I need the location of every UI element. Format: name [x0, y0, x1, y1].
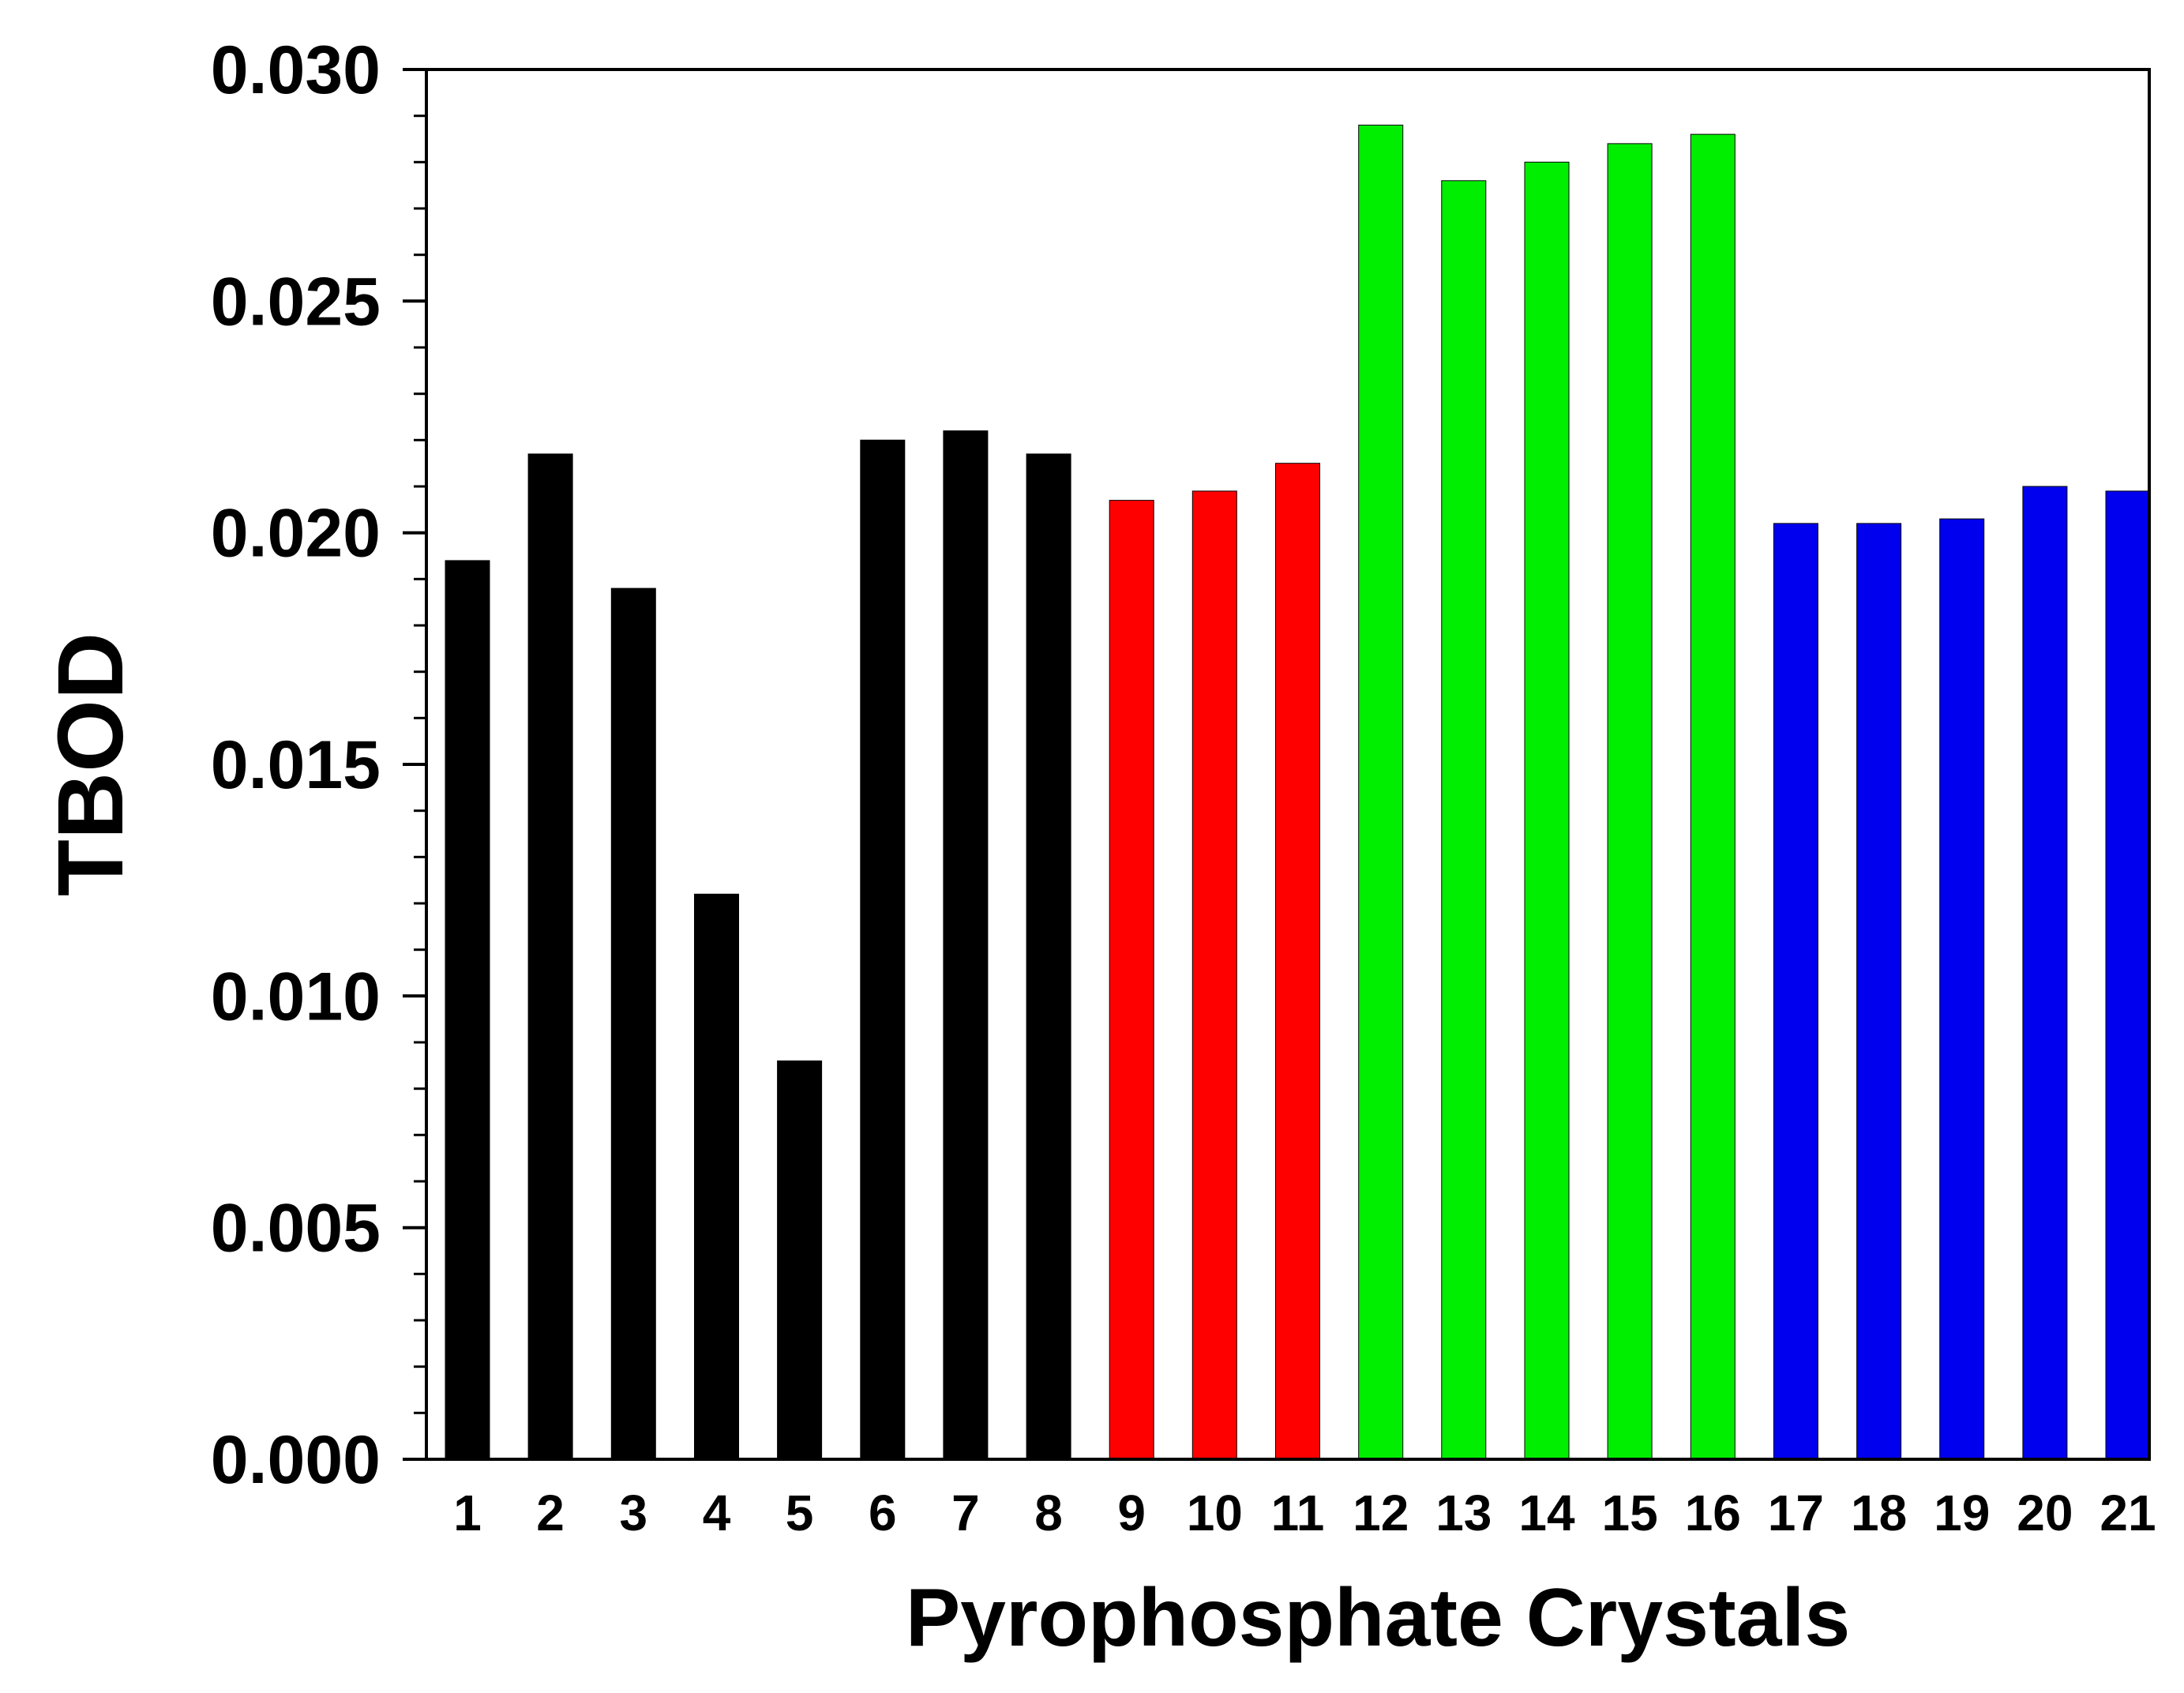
bar-21: [2105, 490, 2151, 1460]
bar-17: [1773, 523, 1818, 1460]
x-tick-label: 20: [2017, 1485, 2073, 1541]
x-tick-label: 2: [536, 1485, 565, 1541]
y-axis-ticks: 0.000 0.005 0.010 0.015 0.020 0.025 0.030: [211, 32, 426, 1498]
x-tick-label: 1: [453, 1485, 482, 1541]
x-tick-label: 4: [703, 1485, 731, 1541]
bar-3: [610, 587, 656, 1460]
bar-15: [1607, 143, 1653, 1460]
bar-1: [445, 560, 490, 1460]
y-tick-label: 0.030: [211, 32, 381, 108]
y-tick-label: 0.015: [211, 727, 381, 803]
x-tick-label: 21: [2100, 1485, 2156, 1541]
x-tick-label: 19: [1934, 1485, 1990, 1541]
bar-4: [694, 893, 739, 1460]
x-tick-label: 12: [1353, 1485, 1409, 1541]
y-axis-title: TBOD: [39, 633, 143, 896]
bar-10: [1191, 490, 1237, 1460]
x-tick-label: 11: [1271, 1485, 1325, 1541]
bar-11: [1275, 463, 1320, 1460]
bar-20: [2022, 486, 2068, 1460]
bar-13: [1441, 180, 1487, 1460]
x-tick-label: 7: [951, 1485, 980, 1541]
plot-frame: [425, 68, 2151, 1461]
bar-12: [1358, 124, 1404, 1460]
y-tick-label: 0.010: [211, 959, 381, 1034]
x-tick-label: 18: [1851, 1485, 1907, 1541]
bar-2: [527, 453, 573, 1460]
x-tick-label: 13: [1435, 1485, 1492, 1541]
x-tick-label: 15: [1602, 1485, 1658, 1541]
bar-7: [943, 430, 989, 1460]
x-tick-label: 5: [786, 1485, 814, 1541]
y-tick-label: 0.025: [211, 264, 381, 340]
x-tick-label: 14: [1518, 1485, 1575, 1541]
x-tick-label: 9: [1117, 1485, 1146, 1541]
bar-19: [1939, 518, 1985, 1460]
bar-8: [1026, 453, 1071, 1460]
x-tick-label: 17: [1768, 1485, 1824, 1541]
x-tick-label: 3: [620, 1485, 648, 1541]
bar-14: [1524, 161, 1570, 1460]
bar-6: [860, 439, 906, 1460]
x-axis-title: Pyrophosphate Crystals: [906, 1572, 1850, 1664]
x-axis-ticks: 1 2 3 4 5 6 7 8 9 10 11 12 13 14 15 16 17 18 19 20 21: [453, 1485, 2156, 1541]
x-tick-label: 16: [1685, 1485, 1741, 1541]
bar-16: [1690, 133, 1736, 1460]
y-tick-label: 0.020: [211, 496, 381, 572]
bar-5: [777, 1060, 823, 1460]
x-tick-label: 6: [869, 1485, 897, 1541]
bar-18: [1856, 523, 1902, 1460]
y-tick-label: 0.000: [211, 1422, 381, 1498]
bar-9: [1109, 500, 1154, 1460]
x-tick-label: 8: [1034, 1485, 1063, 1541]
y-tick-label: 0.005: [211, 1191, 381, 1267]
bars-group: [445, 124, 2151, 1460]
x-tick-label: 10: [1187, 1485, 1243, 1541]
